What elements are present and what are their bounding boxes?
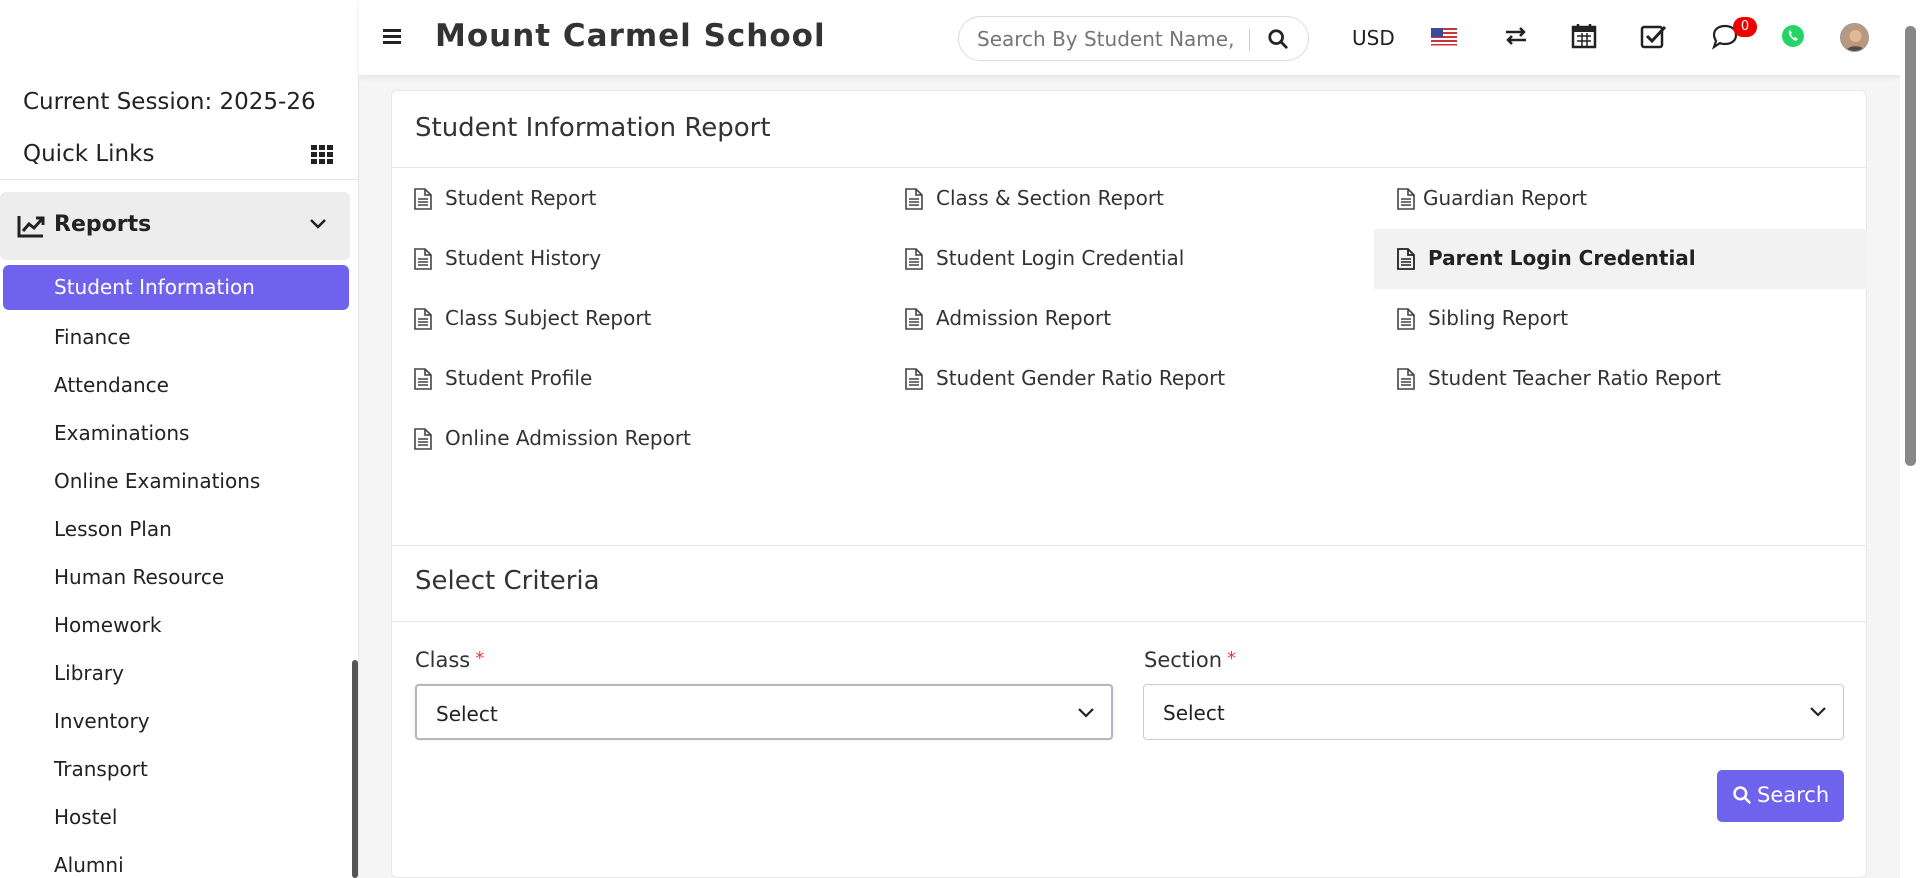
page-scrollbar-thumb[interactable]: [1905, 26, 1916, 466]
chevron-down-icon: [1810, 707, 1826, 717]
sidebar-subitem-transport[interactable]: Transport: [54, 757, 148, 781]
sidebar-subitem-label: Student Information: [54, 275, 255, 299]
class-select[interactable]: Select: [415, 684, 1113, 740]
class-field-label: Class *: [415, 648, 484, 672]
whatsapp-icon[interactable]: [1779, 22, 1807, 50]
selected-report-highlight: [1374, 229, 1867, 289]
line-chart-icon: [17, 216, 45, 238]
user-avatar[interactable]: [1840, 23, 1869, 52]
divider: [392, 167, 1866, 168]
chevron-down-icon: [1078, 708, 1094, 718]
report-panel-title: Student Information Report: [415, 113, 771, 143]
student-search-box: [958, 16, 1309, 61]
notification-badge: 0: [1733, 17, 1757, 37]
us-flag-icon[interactable]: [1430, 22, 1458, 50]
report-link-label: Parent Login Credential: [1428, 246, 1696, 270]
report-link-label: Sibling Report: [1428, 306, 1569, 330]
search-button[interactable]: Search: [1717, 770, 1844, 822]
class-select-value: Select: [436, 702, 498, 726]
document-icon: [414, 248, 432, 270]
sidebar-item-reports-label: Reports: [54, 212, 152, 237]
divider: [392, 621, 1866, 622]
sidebar-scrollbar[interactable]: [352, 660, 358, 878]
chevron-down-icon[interactable]: [308, 214, 328, 234]
document-icon: [905, 308, 923, 330]
quick-links-label: Quick Links: [23, 141, 155, 167]
grid-icon[interactable]: [311, 145, 333, 164]
sidebar-item-reports[interactable]: Reports: [0, 192, 350, 260]
document-icon: [414, 308, 432, 330]
report-link-label: Student History: [445, 246, 602, 270]
search-icon: [1733, 786, 1751, 804]
section-select[interactable]: Select: [1143, 684, 1844, 740]
quick-links[interactable]: Quick Links: [23, 141, 333, 167]
sidebar-divider: [0, 179, 358, 180]
sidebar: Current Session: 2025-26 Quick Links Rep…: [0, 75, 359, 878]
page-scrollbar[interactable]: [1900, 0, 1920, 878]
search-separator: [1249, 29, 1250, 51]
switch-arrows-icon[interactable]: [1502, 22, 1530, 50]
user-photo-icon: [1841, 24, 1868, 51]
currency-selector[interactable]: USD: [1352, 26, 1395, 50]
document-icon: [1397, 188, 1415, 210]
school-name: Mount Carmel School: [435, 18, 826, 54]
report-link-label: Student Profile: [445, 366, 593, 390]
divider: [392, 545, 1866, 546]
document-icon: [905, 248, 923, 270]
logo-area: [0, 0, 359, 75]
sidebar-subitem-student-information[interactable]: Student Information: [3, 265, 349, 310]
report-link-label: Admission Report: [936, 306, 1112, 330]
class-label-text: Class: [415, 648, 471, 672]
hamburger-menu-icon[interactable]: [383, 29, 401, 45]
sidebar-subitem-attendance[interactable]: Attendance: [54, 373, 169, 397]
calendar-icon[interactable]: [1570, 22, 1598, 50]
document-icon: [905, 368, 923, 390]
document-icon: [1397, 368, 1415, 390]
required-asterisk: *: [1227, 648, 1237, 669]
report-link-label: Class Subject Report: [445, 306, 652, 330]
report-link-label: Student Login Credential: [936, 246, 1185, 270]
section-select-value: Select: [1163, 701, 1225, 725]
sidebar-subitem-alumni[interactable]: Alumni: [54, 853, 124, 877]
task-check-icon[interactable]: [1639, 22, 1667, 50]
required-asterisk: *: [475, 648, 485, 669]
section-field-label: Section *: [1144, 648, 1236, 672]
document-icon: [905, 188, 923, 210]
chat-icon[interactable]: [1710, 22, 1738, 50]
document-icon: [414, 428, 432, 450]
report-link-label: Student Gender Ratio Report: [936, 366, 1226, 390]
sidebar-subitem-hostel[interactable]: Hostel: [54, 805, 118, 829]
document-icon: [414, 368, 432, 390]
current-session[interactable]: Current Session: 2025-26: [23, 89, 316, 115]
report-link-label: Student Teacher Ratio Report: [1428, 366, 1722, 390]
select-criteria-title: Select Criteria: [415, 566, 600, 596]
sidebar-subitem-finance[interactable]: Finance: [54, 325, 131, 349]
document-icon: [1397, 248, 1415, 270]
report-link-label: Online Admission Report: [445, 426, 691, 450]
sidebar-subitem-online-examinations[interactable]: Online Examinations: [54, 469, 261, 493]
sidebar-subitem-examinations[interactable]: Examinations: [54, 421, 190, 445]
document-icon: [414, 188, 432, 210]
report-link-label: Class & Section Report: [936, 186, 1164, 210]
search-icon[interactable]: [1267, 28, 1289, 50]
sidebar-subitem-lesson-plan[interactable]: Lesson Plan: [54, 517, 172, 541]
report-card: Student Information Report Student Repor…: [391, 90, 1867, 878]
section-label-text: Section: [1144, 648, 1223, 672]
document-icon: [1397, 308, 1415, 330]
sidebar-subitem-homework[interactable]: Homework: [54, 613, 162, 637]
sidebar-subitem-library[interactable]: Library: [54, 661, 124, 685]
sidebar-subitem-inventory[interactable]: Inventory: [54, 709, 150, 733]
report-link-label: Guardian Report: [1423, 186, 1588, 210]
student-search-input[interactable]: [977, 27, 1239, 51]
report-link-label: Student Report: [445, 186, 597, 210]
sidebar-subitem-human-resource[interactable]: Human Resource: [54, 565, 225, 589]
top-header: Mount Carmel School USD 0: [359, 0, 1900, 75]
search-button-label: Search: [1757, 783, 1830, 807]
